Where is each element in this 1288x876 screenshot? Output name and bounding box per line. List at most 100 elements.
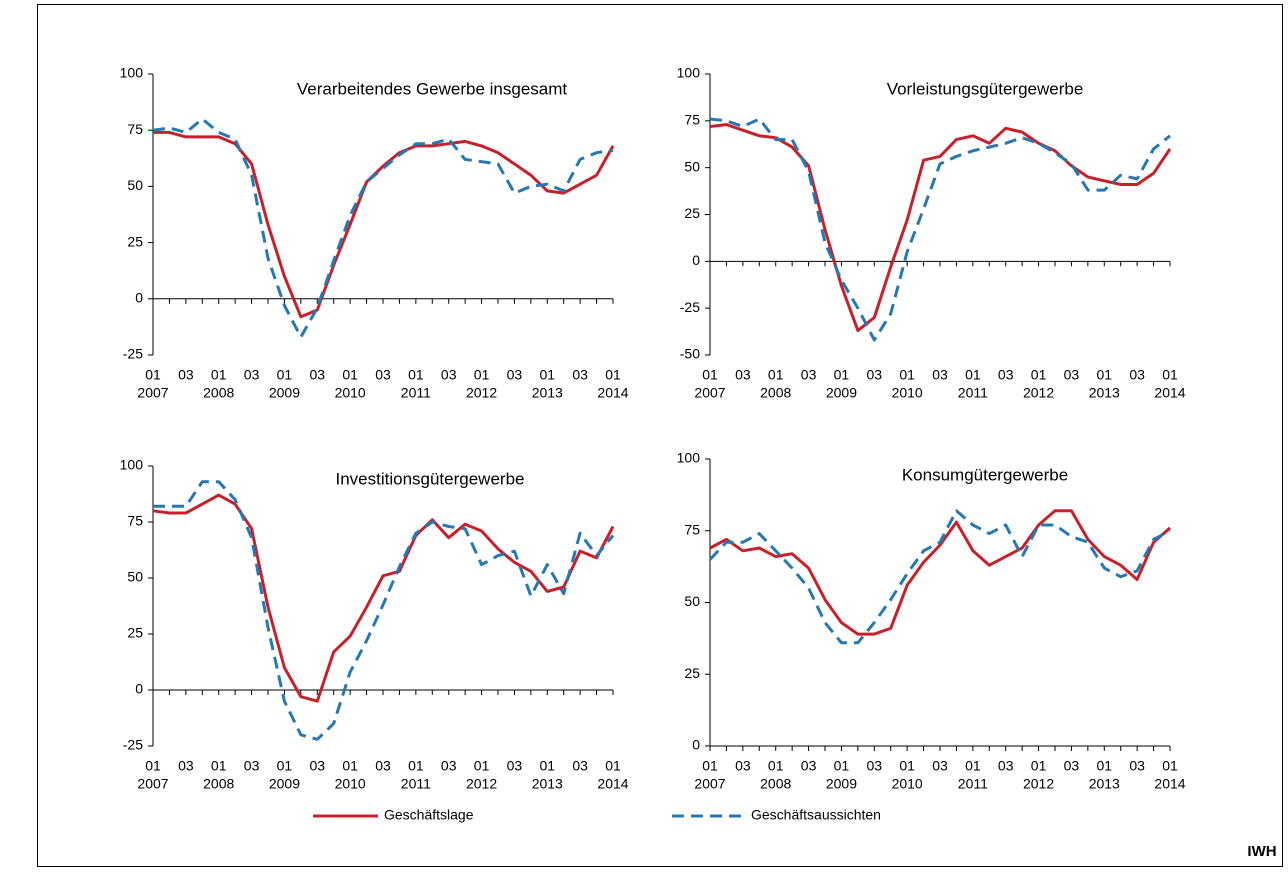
x-tick-label: 03 (375, 367, 391, 383)
y-tick-label: 100 (120, 457, 144, 473)
frame (37, 4, 1283, 867)
x-year-label: 2014 (597, 385, 628, 401)
x-tick-label: 01 (342, 758, 358, 774)
x-year-label: 2014 (1154, 385, 1185, 401)
legend-label: Geschäftslage (384, 807, 474, 823)
x-tick-label: 03 (572, 758, 588, 774)
y-tick-label: -25 (123, 737, 143, 753)
x-tick-label: 01 (408, 758, 424, 774)
y-tick-label: 0 (692, 737, 700, 753)
x-year-label: 2007 (137, 776, 168, 792)
x-tick-label: 01 (965, 367, 981, 383)
x-tick-label: 01 (277, 758, 293, 774)
x-tick-label: 03 (998, 758, 1014, 774)
y-tick-label: 100 (677, 450, 701, 466)
x-tick-label: 03 (1129, 758, 1145, 774)
x-tick-label: 01 (834, 367, 850, 383)
x-year-label: 2012 (466, 776, 497, 792)
series-line (153, 130, 615, 319)
series-line (152, 493, 615, 703)
x-tick-label: 01 (1162, 367, 1178, 383)
x-year-label: 2011 (958, 776, 988, 792)
x-tick-label: 01 (702, 758, 718, 774)
y-tick-label: 25 (684, 665, 700, 681)
y-tick-label: -25 (123, 346, 143, 362)
y-tick-label: -25 (680, 299, 700, 315)
y-tick-label: 100 (120, 65, 144, 81)
x-year-label: 2011 (958, 385, 988, 401)
x-tick-label: 03 (801, 367, 817, 383)
series-line (709, 117, 1171, 342)
x-year-label: 2013 (532, 776, 563, 792)
x-tick-label: 01 (834, 758, 850, 774)
x-tick-label: 03 (735, 758, 751, 774)
y-tick-label: 75 (127, 513, 143, 529)
x-tick-label: 03 (507, 367, 523, 383)
x-tick-label: 03 (866, 758, 882, 774)
x-tick-label: 01 (539, 758, 555, 774)
x-year-label: 2010 (335, 776, 366, 792)
x-tick-label: 01 (474, 367, 490, 383)
x-tick-label: 01 (702, 367, 718, 383)
x-tick-label: 01 (605, 367, 621, 383)
x-tick-label: 03 (932, 367, 948, 383)
y-tick-label: 75 (684, 521, 700, 537)
x-tick-label: 03 (572, 367, 588, 383)
x-tick-label: 03 (1064, 367, 1080, 383)
y-tick-label: 25 (127, 233, 143, 249)
y-tick-label: 50 (684, 593, 700, 609)
x-year-label: 2012 (1023, 776, 1054, 792)
x-tick-label: 03 (866, 367, 882, 383)
y-tick-label: -50 (680, 346, 700, 362)
x-tick-label: 01 (1096, 367, 1112, 383)
x-year-label: 2008 (760, 385, 791, 401)
x-year-label: 2010 (335, 385, 366, 401)
y-tick-label: 50 (127, 177, 143, 193)
x-tick-label: 01 (768, 758, 784, 774)
x-year-label: 2014 (597, 776, 628, 792)
x-year-label: 2014 (1154, 776, 1185, 792)
series-line (152, 117, 614, 339)
x-tick-label: 03 (1129, 367, 1145, 383)
x-year-label: 2009 (269, 385, 300, 401)
y-tick-label: 100 (677, 65, 701, 81)
x-tick-label: 03 (998, 367, 1014, 383)
x-tick-label: 03 (375, 758, 391, 774)
x-tick-label: 03 (801, 758, 817, 774)
x-tick-label: 01 (408, 367, 424, 383)
x-tick-label: 03 (735, 367, 751, 383)
y-tick-label: 0 (135, 681, 143, 697)
x-year-label: 2009 (826, 776, 857, 792)
x-tick-label: 01 (768, 367, 784, 383)
x-tick-label: 03 (244, 367, 260, 383)
x-tick-label: 03 (441, 367, 457, 383)
x-year-label: 2007 (694, 776, 725, 792)
chart-title: Vorleistungsgütergewerbe (887, 79, 1084, 98)
x-tick-label: 01 (211, 758, 227, 774)
x-tick-label: 01 (474, 758, 490, 774)
x-year-label: 2013 (1089, 385, 1120, 401)
x-tick-label: 03 (1064, 758, 1080, 774)
x-tick-label: 01 (965, 758, 981, 774)
y-tick-label: 0 (692, 252, 700, 268)
x-tick-label: 01 (211, 367, 227, 383)
x-tick-label: 03 (932, 758, 948, 774)
x-year-label: 2007 (137, 385, 168, 401)
x-year-label: 2008 (203, 776, 234, 792)
x-tick-label: 01 (1031, 367, 1047, 383)
x-tick-label: 01 (145, 758, 161, 774)
x-year-label: 2009 (269, 776, 300, 792)
x-year-label: 2009 (826, 385, 857, 401)
x-tick-label: 01 (1162, 758, 1178, 774)
x-tick-label: 01 (342, 367, 358, 383)
y-tick-label: 0 (135, 290, 143, 306)
x-year-label: 2010 (892, 776, 923, 792)
y-tick-label: 25 (684, 205, 700, 221)
x-year-label: 2012 (1023, 385, 1054, 401)
x-tick-label: 01 (899, 367, 915, 383)
series-line (709, 123, 1172, 333)
legend-label: Geschäftsaussichten (751, 807, 881, 823)
x-tick-label: 01 (1031, 758, 1047, 774)
x-year-label: 2008 (203, 385, 234, 401)
